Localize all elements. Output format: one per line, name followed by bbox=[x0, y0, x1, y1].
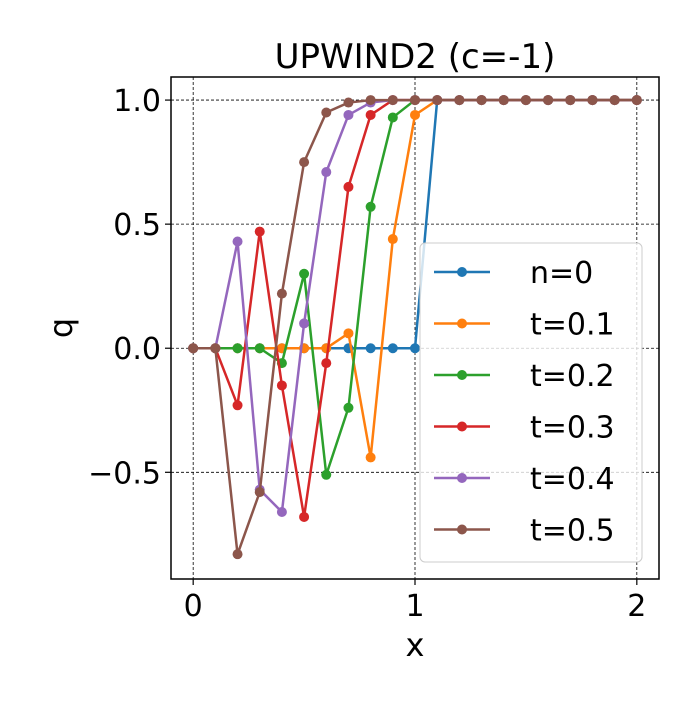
data-point bbox=[343, 328, 354, 339]
data-point bbox=[387, 234, 398, 245]
legend-label: n=0 bbox=[530, 256, 593, 291]
data-point bbox=[410, 343, 420, 354]
legend-label: t=0.3 bbox=[530, 411, 615, 446]
data-point bbox=[365, 109, 376, 120]
data-point bbox=[387, 343, 398, 354]
data-point bbox=[365, 343, 376, 354]
data-point bbox=[276, 380, 287, 391]
legend-marker bbox=[457, 524, 467, 535]
data-point bbox=[432, 95, 443, 106]
data-point bbox=[321, 358, 332, 369]
data-point bbox=[321, 469, 332, 480]
legend-marker bbox=[457, 370, 467, 380]
data-point bbox=[254, 487, 265, 498]
data-point bbox=[631, 95, 642, 106]
x-tick-label: 2 bbox=[627, 589, 646, 624]
data-point bbox=[454, 95, 465, 106]
data-point bbox=[299, 511, 310, 522]
data-point bbox=[387, 112, 398, 123]
x-tick-label: 1 bbox=[405, 589, 424, 624]
data-point bbox=[276, 288, 287, 299]
data-point bbox=[321, 167, 332, 178]
data-point bbox=[299, 318, 310, 329]
x-tick-label: 0 bbox=[184, 589, 203, 624]
data-point bbox=[520, 95, 531, 106]
data-point bbox=[343, 109, 354, 120]
y-tick-label: 0.0 bbox=[113, 332, 161, 367]
data-point bbox=[410, 95, 420, 106]
data-point bbox=[299, 157, 310, 168]
data-point bbox=[365, 201, 376, 212]
legend: n=0 t=0.1 t=0.2 t=0.3 t=0.4 t=0.5 bbox=[419, 242, 643, 563]
data-point bbox=[343, 402, 354, 413]
y-tick-label: 0.5 bbox=[113, 208, 161, 243]
data-point bbox=[232, 400, 243, 411]
chart-title: UPWIND2 (c=-1) bbox=[275, 37, 556, 77]
series-t=0.5 bbox=[188, 95, 642, 560]
data-point bbox=[232, 549, 243, 560]
data-point bbox=[232, 343, 243, 354]
data-point bbox=[565, 95, 576, 106]
legend-label: t=0.2 bbox=[530, 359, 615, 394]
data-point bbox=[609, 95, 620, 106]
data-point bbox=[343, 97, 354, 108]
x-axis-label: x bbox=[406, 626, 425, 664]
data-point bbox=[365, 95, 376, 106]
y-tick-label: 1.0 bbox=[113, 84, 161, 119]
data-point bbox=[543, 95, 554, 106]
data-point bbox=[276, 507, 287, 518]
data-point bbox=[343, 181, 354, 192]
data-point bbox=[210, 343, 221, 354]
data-point bbox=[498, 95, 509, 106]
legend-label: t=0.4 bbox=[530, 462, 615, 497]
y-tick-label: −0.5 bbox=[88, 456, 161, 491]
data-point bbox=[476, 95, 487, 106]
data-point bbox=[387, 95, 398, 106]
series-group bbox=[188, 95, 642, 560]
data-point bbox=[587, 95, 598, 106]
data-point bbox=[410, 109, 420, 120]
legend-marker bbox=[457, 473, 467, 483]
legend-marker bbox=[457, 318, 467, 329]
legend-label: t=0.5 bbox=[530, 514, 615, 549]
legend-marker bbox=[457, 267, 467, 277]
data-point bbox=[365, 452, 376, 463]
legend-marker bbox=[457, 421, 467, 432]
data-point bbox=[321, 107, 332, 118]
data-point bbox=[232, 236, 243, 247]
data-point bbox=[299, 268, 310, 279]
legend-label: t=0.1 bbox=[530, 308, 615, 343]
y-axis-label: q bbox=[42, 318, 80, 338]
ticks: 0 1 2 1.0 0.5 0.0 −0.5 bbox=[88, 84, 646, 624]
data-point bbox=[254, 343, 265, 354]
data-point bbox=[188, 343, 199, 354]
data-point bbox=[254, 226, 265, 237]
